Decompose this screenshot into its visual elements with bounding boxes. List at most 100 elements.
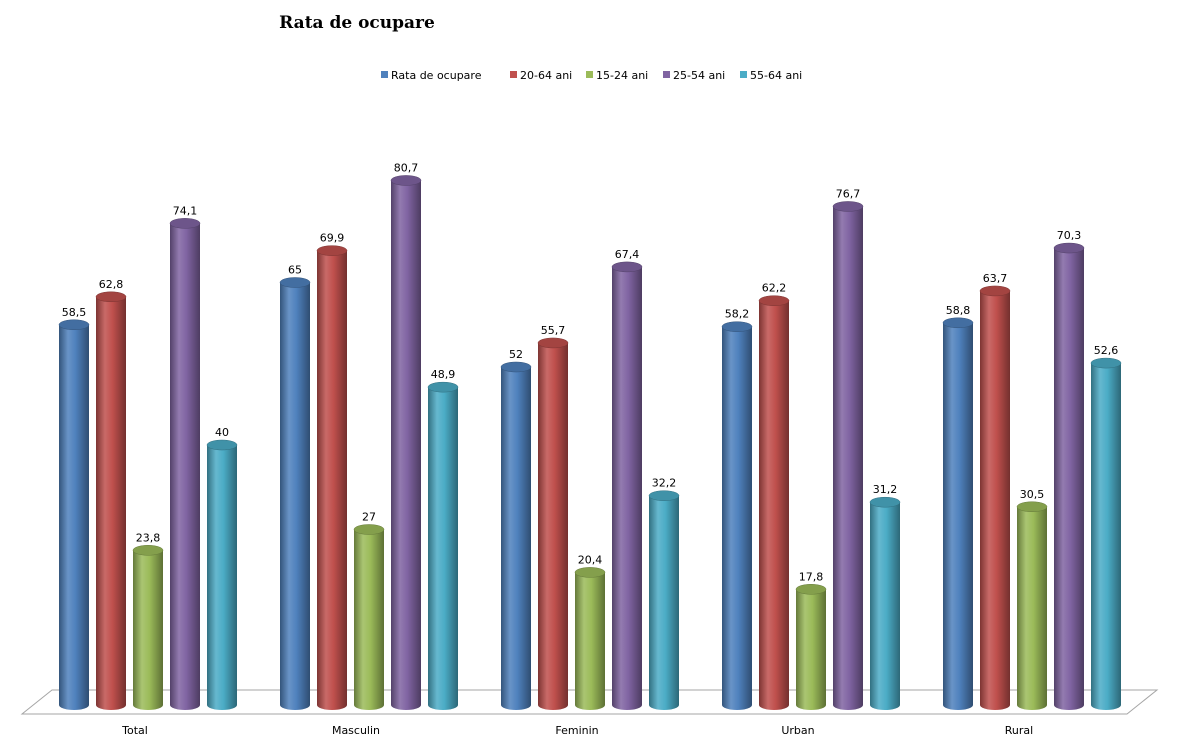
bar-top xyxy=(574,567,606,578)
bar xyxy=(1053,242,1085,711)
legend-swatch xyxy=(586,71,593,78)
bar-body xyxy=(96,296,126,710)
bar-top xyxy=(1090,357,1122,369)
bar-body xyxy=(833,206,863,710)
bar-body xyxy=(1017,506,1047,710)
bar-body xyxy=(870,502,900,710)
data-label: 58,5 xyxy=(62,306,87,319)
chart-title: Rata de ocupare xyxy=(279,13,435,33)
bar xyxy=(795,584,827,710)
bar xyxy=(979,285,1011,710)
bar-top xyxy=(611,261,643,273)
bar-body xyxy=(317,250,347,710)
bar-top xyxy=(206,439,238,451)
bars: 58,5 62,8 23,8 74,1 40 65 69,9 27 80,7 48,9 52 55,7… xyxy=(58,161,1122,711)
data-label: 69,9 xyxy=(320,232,345,245)
bar xyxy=(206,439,238,710)
bar-top xyxy=(758,295,790,306)
bar-body xyxy=(575,572,605,710)
bar-top xyxy=(169,218,201,229)
data-label: 65 xyxy=(288,264,302,277)
bar xyxy=(279,277,311,710)
bar xyxy=(427,381,459,710)
data-label: 76,7 xyxy=(836,187,861,200)
data-label: 80,7 xyxy=(394,161,419,174)
bar-body xyxy=(980,290,1010,710)
data-label: 17,8 xyxy=(799,570,824,583)
bar xyxy=(832,201,864,710)
bar xyxy=(1016,501,1048,710)
bar xyxy=(500,361,532,710)
bar-top xyxy=(279,277,311,288)
bar-body xyxy=(170,223,200,710)
data-label: 67,4 xyxy=(615,248,640,261)
data-label: 23,8 xyxy=(136,531,161,544)
bar-top xyxy=(58,319,90,330)
bar xyxy=(95,291,127,710)
bar-body xyxy=(391,180,421,710)
x-tick-label: Feminin xyxy=(555,724,598,737)
data-label: 48,9 xyxy=(431,368,456,381)
x-tick-label: Urban xyxy=(781,724,814,737)
bar xyxy=(869,496,901,710)
legend-label: 20-64 ani xyxy=(520,69,572,82)
bar-body xyxy=(538,342,568,710)
data-label: 20,4 xyxy=(578,553,603,566)
data-label: 74,1 xyxy=(173,204,198,217)
legend-swatch xyxy=(510,71,517,78)
data-label: 62,8 xyxy=(99,278,124,291)
data-label: 52 xyxy=(509,348,523,361)
bar-body xyxy=(428,387,458,710)
bar xyxy=(169,218,201,710)
x-axis-labels: Total Masculin Feminin Urban Rural xyxy=(121,724,1033,737)
legend-swatch xyxy=(740,71,747,78)
legend-swatch xyxy=(663,71,670,78)
bar-body xyxy=(133,550,163,710)
bar-top xyxy=(95,291,127,303)
bar xyxy=(58,319,90,710)
bar-body xyxy=(1054,248,1084,711)
bar-body xyxy=(943,322,973,710)
x-tick-label: Rural xyxy=(1005,724,1033,737)
data-label: 40 xyxy=(215,426,229,439)
bar xyxy=(611,261,643,710)
data-label: 58,2 xyxy=(725,308,750,321)
bar-top xyxy=(132,545,164,556)
bar-body xyxy=(1091,363,1121,710)
bar-top xyxy=(500,361,532,373)
bar xyxy=(353,524,385,710)
legend-swatch xyxy=(381,71,388,78)
bar xyxy=(537,337,569,710)
bar xyxy=(390,175,422,710)
bar-body xyxy=(501,367,531,710)
bar-top xyxy=(721,321,753,332)
data-label: 70,3 xyxy=(1057,229,1082,242)
legend-label: 55-64 ani xyxy=(750,69,802,82)
bar-top xyxy=(537,337,569,349)
bar-body xyxy=(280,282,310,710)
bar-top xyxy=(979,285,1011,297)
legend-label: Rata de ocupare xyxy=(391,69,482,82)
data-label: 62,2 xyxy=(762,282,787,295)
bar xyxy=(1090,357,1122,710)
bar-top xyxy=(316,245,348,256)
bar-top xyxy=(942,317,974,329)
bar-top xyxy=(795,584,827,595)
data-label: 63,7 xyxy=(983,272,1008,285)
bar xyxy=(132,545,164,710)
bar xyxy=(942,317,974,710)
bar-body xyxy=(796,589,826,710)
data-label: 31,2 xyxy=(873,483,898,496)
legend: Rata de ocupare 20-64 ani 15-24 ani 25-54 a… xyxy=(381,69,802,82)
data-label: 32,2 xyxy=(652,477,677,490)
bar-top xyxy=(1053,242,1085,254)
bar-body xyxy=(612,266,642,710)
bar-body xyxy=(649,495,679,710)
legend-label: 25-54 ani xyxy=(673,69,725,82)
bar xyxy=(316,245,348,710)
bar xyxy=(574,567,606,710)
bar-body xyxy=(722,326,752,710)
data-label: 55,7 xyxy=(541,324,566,337)
bar-body xyxy=(207,445,237,710)
